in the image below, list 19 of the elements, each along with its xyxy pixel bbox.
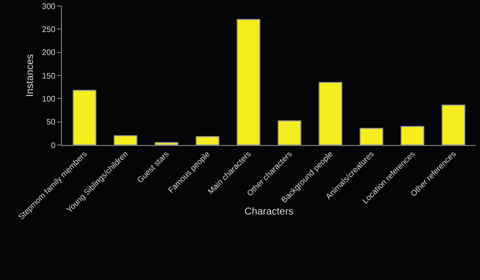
- bar: [278, 120, 302, 145]
- y-tick-label: 100: [42, 94, 56, 104]
- bar: [442, 104, 466, 145]
- y-tick-label: 200: [42, 48, 56, 58]
- bar: [318, 82, 342, 145]
- y-axis-title: Instances: [25, 54, 36, 97]
- y-tick-label: 0: [50, 140, 56, 150]
- bar: [114, 135, 138, 145]
- bar: [154, 142, 178, 145]
- y-tick-label: 150: [42, 71, 56, 80]
- bar: [400, 126, 424, 145]
- bar: [236, 18, 260, 145]
- y-tick-label: 250: [42, 24, 56, 34]
- y-tick-label: 300: [42, 2, 56, 11]
- x-axis-title: Characters: [244, 206, 294, 218]
- bar: [360, 128, 384, 145]
- y-tick-label: 50: [46, 118, 56, 127]
- bar: [72, 90, 96, 145]
- bar: [196, 136, 220, 145]
